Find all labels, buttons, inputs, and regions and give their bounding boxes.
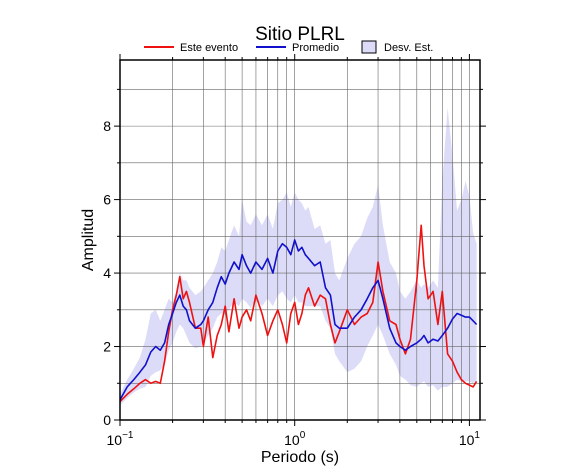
plot-frame <box>119 59 481 421</box>
y-tick-label: 0 <box>103 412 111 428</box>
y-tick-label: 2 <box>103 339 111 355</box>
y-tick-label: 4 <box>103 265 111 281</box>
legend-label-promedio: Promedio <box>292 42 339 54</box>
y-axis-label: Amplitud <box>80 209 97 271</box>
grid-layer <box>119 60 480 420</box>
y-tick-label: 8 <box>103 118 111 134</box>
legend: Este evento Promedio Desv. Est. <box>144 40 433 54</box>
chart-title: Sitio PLRL <box>255 24 345 45</box>
legend-swatch-desv <box>361 40 377 54</box>
series-este-evento <box>119 224 478 403</box>
series-layer <box>119 224 478 403</box>
series-promedio <box>119 239 478 401</box>
legend-label-desv: Desv. Est. <box>384 42 433 54</box>
x-axis-label: Periodo (s) <box>261 449 339 466</box>
y-tick-label: 6 <box>103 192 111 208</box>
legend-label-este: Este evento <box>180 42 238 54</box>
